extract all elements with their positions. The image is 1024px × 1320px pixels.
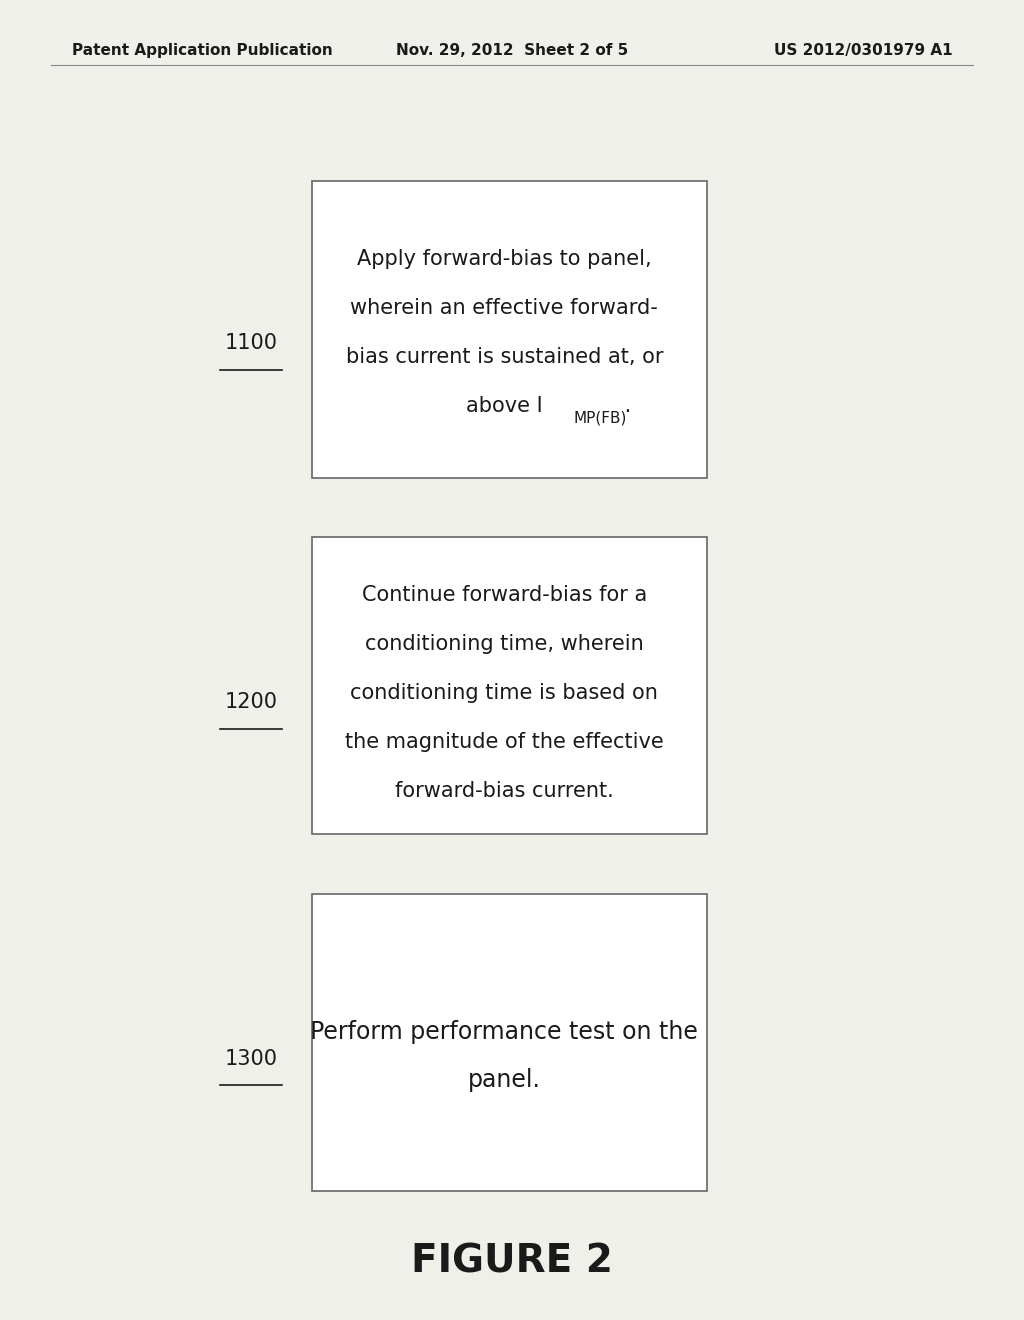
Text: Continue forward-bias for a: Continue forward-bias for a <box>361 585 647 606</box>
Text: forward-bias current.: forward-bias current. <box>395 780 613 801</box>
Text: MP(FB): MP(FB) <box>573 411 628 425</box>
Text: Perform performance test on the: Perform performance test on the <box>310 1019 698 1044</box>
FancyBboxPatch shape <box>312 181 707 478</box>
Text: 1100: 1100 <box>224 333 278 354</box>
FancyBboxPatch shape <box>312 537 707 834</box>
Text: Nov. 29, 2012  Sheet 2 of 5: Nov. 29, 2012 Sheet 2 of 5 <box>396 42 628 58</box>
FancyBboxPatch shape <box>312 894 707 1191</box>
Text: above I: above I <box>466 396 543 416</box>
Text: wherein an effective forward-: wherein an effective forward- <box>350 298 658 318</box>
Text: conditioning time is based on: conditioning time is based on <box>350 682 658 704</box>
Text: Apply forward-bias to panel,: Apply forward-bias to panel, <box>357 249 651 269</box>
Text: US 2012/0301979 A1: US 2012/0301979 A1 <box>774 42 952 58</box>
Text: 1200: 1200 <box>224 692 278 713</box>
Text: the magnitude of the effective: the magnitude of the effective <box>345 731 664 752</box>
Text: conditioning time, wherein: conditioning time, wherein <box>365 634 644 655</box>
Text: panel.: panel. <box>468 1068 541 1093</box>
Text: FIGURE 2: FIGURE 2 <box>411 1243 613 1280</box>
Text: Patent Application Publication: Patent Application Publication <box>72 42 333 58</box>
Text: bias current is sustained at, or: bias current is sustained at, or <box>345 347 664 367</box>
Text: .: . <box>618 396 632 416</box>
Text: 1300: 1300 <box>224 1048 278 1069</box>
